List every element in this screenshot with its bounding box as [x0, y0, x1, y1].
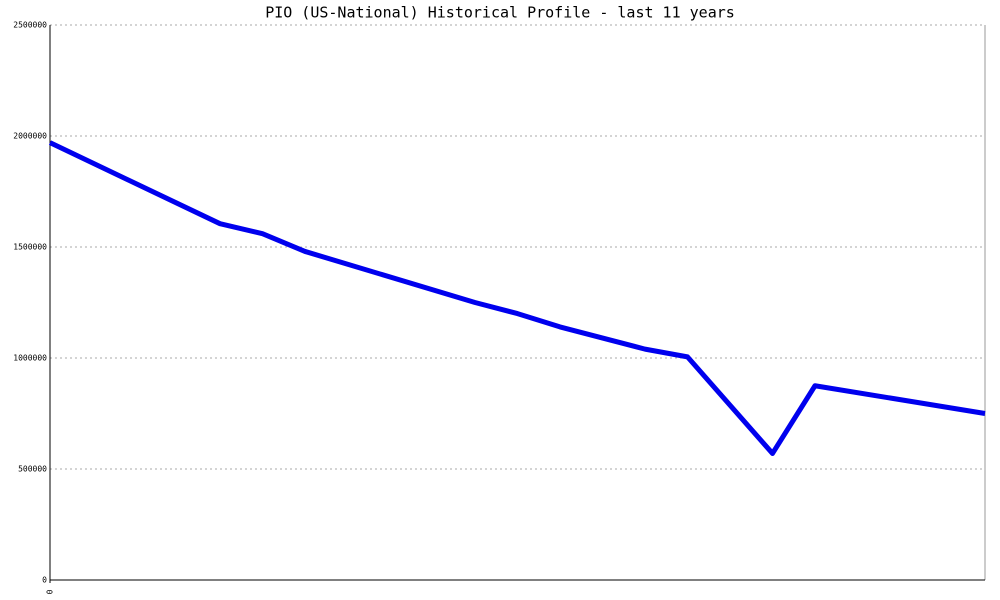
x-tick-label: 0: [46, 589, 55, 594]
y-tick-label: 2500000: [13, 21, 47, 30]
y-tick-label: 0: [42, 576, 47, 585]
chart-title: PIO (US-National) Historical Profile - l…: [265, 4, 735, 22]
y-tick-label: 1000000: [13, 354, 47, 363]
y-tick-label: 500000: [18, 465, 47, 474]
data-line: [48, 140, 986, 456]
y-tick-label: 2000000: [13, 132, 47, 141]
y-tick-label: 1500000: [13, 243, 47, 252]
